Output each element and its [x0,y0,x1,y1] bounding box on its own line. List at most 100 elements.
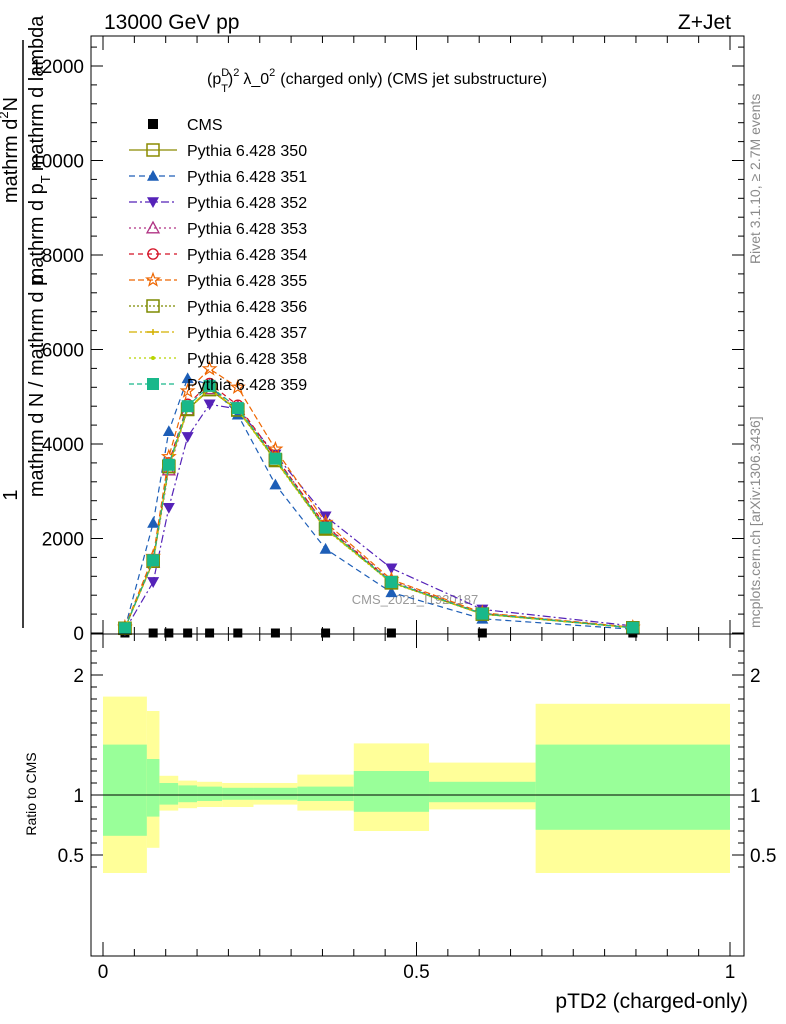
ratio-band-inner [197,786,223,801]
ratio-band-inner [297,786,354,801]
ratio-band-inner [429,781,536,803]
legend-item: Pythia 6.428 357 [129,325,307,342]
main-ylabel: 1 mathrm d N / mathrm d p mathrm d2N mat… [0,15,53,628]
ylabel-den-2: mathrm d pTmathrm d lambda [26,15,53,285]
data-point [146,143,160,157]
data-point [386,628,396,638]
legend-item: Pythia 6.428 356 [129,299,307,316]
data-point [385,586,398,598]
ylabel-den-1: mathrm d N / mathrm d p [26,275,48,497]
data-point [181,400,194,413]
ratio-xtick-label: 0.5 [403,962,429,983]
ylabel-num-2-text: mathrm d [0,119,22,203]
ratio-y-ticks: 0.5 0.5 1 1 2 2 [58,650,776,868]
data-point [145,271,161,287]
data-point [147,329,159,335]
ratio-band-inner [146,759,160,817]
ratio-panel: 0.5 0.5 1 1 2 2 0 0.5 1 Ratio to CMS pTD2 (char… [23,633,776,1013]
data-point [229,378,246,395]
ratio-ytick-label-right: 0.5 [750,846,776,867]
series-line [124,368,633,628]
data-point [183,628,193,638]
data-point [269,478,282,490]
header-right: Z+Jet [678,11,731,34]
data-point [147,197,159,208]
data-point [181,372,194,384]
legend-label: Pythia 6.428 350 [187,143,307,160]
data-point [118,622,131,635]
legend-item: Pythia 6.428 359 [129,377,307,394]
legend-label: Pythia 6.428 359 [187,377,307,394]
ratio-ytick-label: 2 [73,666,84,687]
ratio-bands [103,696,730,873]
legend-item: Pythia 6.428 352 [129,195,307,212]
legend-label: Pythia 6.428 356 [187,299,307,316]
ylabel-one: 1 [0,489,22,500]
ratio-ytick-label-right: 2 [750,666,761,687]
ylabel-den-2-rest: mathrm d lambda [26,15,48,171]
data-point [147,378,159,390]
data-point [179,382,196,398]
title-sup: D [221,67,229,79]
data-point [231,402,244,415]
ylabel-num-2-rest: N [0,97,22,111]
main-ytick-label: 0 [73,624,84,645]
x-axis-label: pTD2 (charged-only) [555,990,748,1013]
title-lambda-sq: 2 [269,67,275,79]
main-ytick-label: 12000 [31,57,84,78]
main-panel: 0 2000 4000 6000 8000 10000 12000 CMS_2021_I19… [0,15,745,645]
legend-item: Pythia 6.428 355 [129,271,307,290]
data-point [151,356,155,360]
ratio-xtick-label: 1 [725,962,736,983]
main-ytick-label: 2000 [42,530,84,551]
data-point [147,577,160,588]
legend-label: Pythia 6.428 358 [187,351,307,368]
ratio-band-inner [159,783,179,805]
main-ytick-label: 8000 [42,246,84,267]
data-point [181,432,194,443]
data-point [270,628,280,638]
data-point [319,542,332,554]
legend-label: CMS [187,117,223,134]
ratio-band-inner [535,744,730,830]
data-point [147,554,160,567]
data-point [147,516,160,528]
data-point [147,248,159,260]
legend-label: Pythia 6.428 355 [187,273,307,290]
watermark: CMS_2021_I1920187 [352,592,479,607]
data-point [477,628,487,638]
rivet-label: Rivet 3.1.10, ≥ 2.7M events [747,94,763,264]
ratio-ytick-label-right: 1 [750,786,761,807]
series-10 [118,379,639,635]
ratio-band-inner [178,785,198,803]
data-point [476,607,489,620]
ratio-ytick-label: 0.5 [58,846,84,867]
plot-title: (pD T)2 λ_02 (charged only) (CMS jet substr… [207,67,547,95]
ylabel-den-2-text: mathrm d p [26,183,48,284]
data-point [321,628,331,638]
legend-item: Pythia 6.428 351 [129,169,307,186]
ratio-x-ticks: 0 0.5 1 [98,634,736,983]
data-point [203,379,216,392]
legend-label: Pythia 6.428 352 [187,195,307,212]
data-point [201,360,218,376]
series-0 [120,628,638,638]
data-point [267,440,284,456]
ylabel-den-1-text: mathrm d N / mathrm d p [26,275,48,497]
data-point [162,458,175,471]
data-point [162,425,175,437]
ylabel-num-2: mathrm d2N [0,97,22,203]
title-sub: T [221,83,228,95]
legend-label: Pythia 6.428 353 [187,221,307,238]
legend-item: CMS [148,117,223,134]
legend-item: Pythia 6.428 350 [129,143,307,160]
ratio-band-inner [353,771,430,812]
ratio-ylabel: Ratio to CMS [23,752,39,835]
data-point [233,628,243,638]
legend-item: Pythia 6.428 354 [129,247,307,264]
ylabel-num-2-sup: 2 [0,111,11,118]
data-point [148,628,158,638]
data-point [205,628,215,638]
title-sq: 2 [233,67,239,79]
